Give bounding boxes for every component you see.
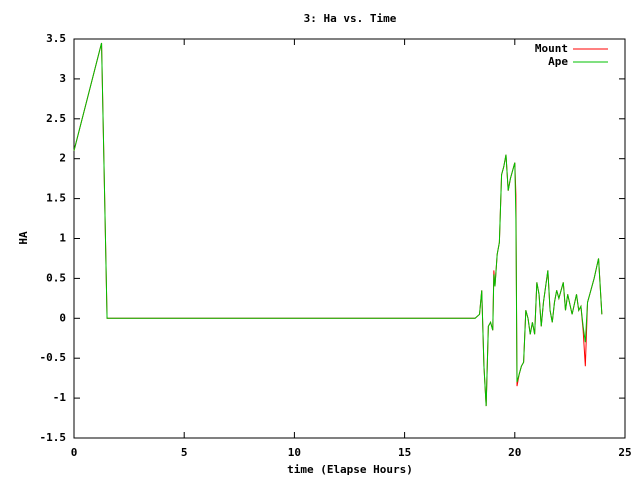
x-tick-label: 15 bbox=[398, 446, 411, 459]
y-tick-label: 1.5 bbox=[46, 192, 66, 205]
x-axis-label: time (Elapse Hours) bbox=[287, 463, 413, 476]
y-tick-label: 3.5 bbox=[46, 32, 66, 45]
legend-label: Ape bbox=[548, 55, 568, 68]
data-line bbox=[73, 42, 603, 407]
y-tick-label: 1 bbox=[59, 232, 66, 245]
legend-label: Mount bbox=[535, 42, 568, 55]
y-tick-label: 2.5 bbox=[46, 112, 66, 125]
x-tick-label: 20 bbox=[508, 446, 521, 459]
x-tick-label: 10 bbox=[288, 446, 301, 459]
y-tick-label: -0.5 bbox=[40, 351, 67, 364]
y-tick-label: 3 bbox=[59, 72, 66, 85]
chart-title: 3: Ha vs. Time bbox=[304, 12, 397, 25]
y-tick-label: 0.5 bbox=[46, 271, 66, 284]
y-tick-label: -1 bbox=[53, 391, 67, 404]
y-axis-label: HA bbox=[17, 231, 30, 245]
x-tick-label: 0 bbox=[71, 446, 78, 459]
y-tick-label: -1.5 bbox=[40, 431, 67, 444]
x-tick-label: 5 bbox=[181, 446, 188, 459]
y-tick-label: 0 bbox=[59, 311, 66, 324]
y-tick-label: 2 bbox=[59, 152, 66, 165]
x-tick-label: 25 bbox=[618, 446, 631, 459]
